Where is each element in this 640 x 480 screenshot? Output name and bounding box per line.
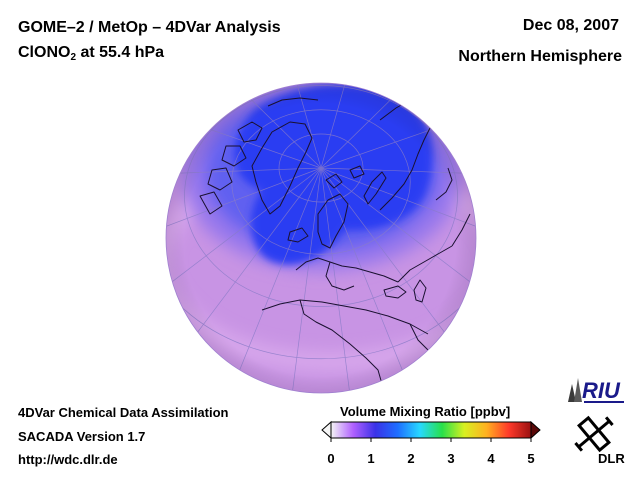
colorbar-gradient xyxy=(330,421,532,439)
colorbar-tick-label: 5 xyxy=(527,451,534,466)
footer-line2: SACADA Version 1.7 xyxy=(18,429,146,444)
colorbar-tick-label: 3 xyxy=(447,451,454,466)
riu-logo-text: RIU xyxy=(582,378,621,403)
colorbar-tick-label: 4 xyxy=(487,451,495,466)
globe-outline xyxy=(165,82,477,394)
region-label: Northern Hemisphere xyxy=(458,48,622,65)
riu-logo: RIU xyxy=(568,378,624,403)
footer-line3: http://wdc.dlr.de xyxy=(18,452,118,467)
colorbar-title: Volume Mixing Ratio [ppbv] xyxy=(340,404,511,419)
map-title: GOME–2 / MetOp – 4DVar Analysis xyxy=(18,19,281,36)
colorbar-arrow-low xyxy=(321,420,332,440)
footer-line1: 4DVar Chemical Data Assimilation xyxy=(18,405,229,420)
colorbar-tick-label: 2 xyxy=(407,451,414,466)
colorbar-arrow-high xyxy=(530,420,541,440)
colorbar-tick-label: 1 xyxy=(367,451,374,466)
dlr-logo-text: DLR xyxy=(598,451,625,466)
colorbar-tick-label: 0 xyxy=(327,451,334,466)
dlr-logo: DLR xyxy=(574,415,625,466)
species-label: ClONO2 at 55.4 hPa xyxy=(18,44,165,63)
date-label: Dec 08, 2007 xyxy=(522,17,619,34)
